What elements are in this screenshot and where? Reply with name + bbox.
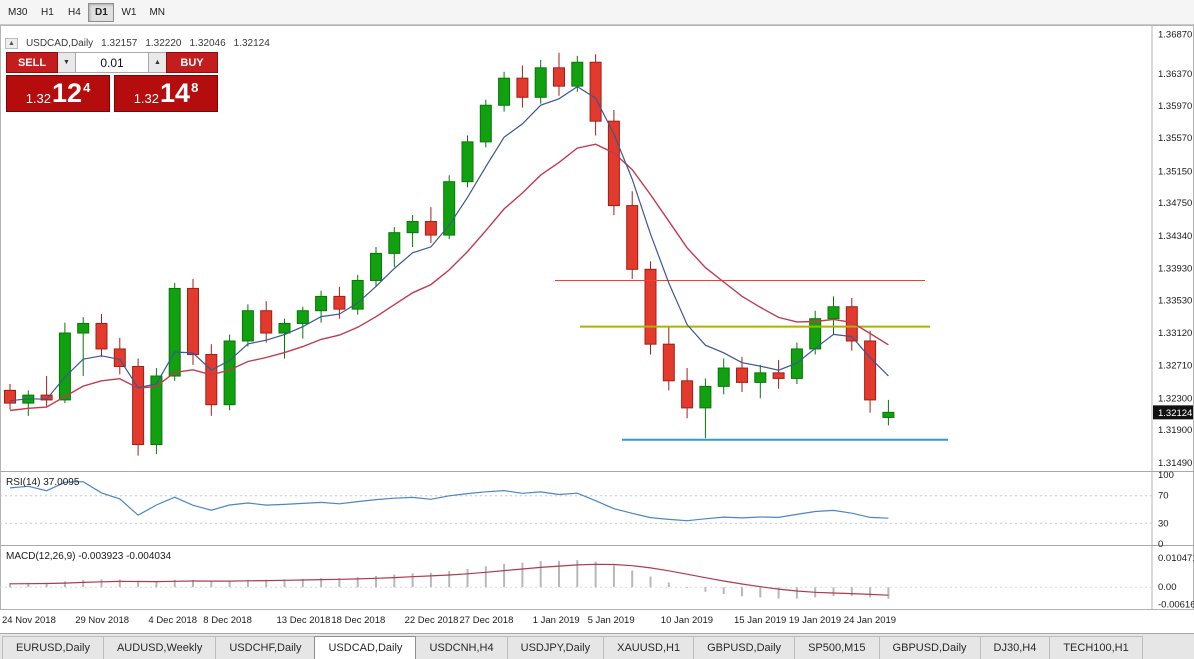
timeframe-h1[interactable]: H1 — [34, 2, 61, 22]
svg-text:0.00: 0.00 — [1158, 582, 1177, 593]
tab-xauusd-h1[interactable]: XAUUSD,H1 — [603, 636, 695, 659]
timeframe-w1[interactable]: W1 — [115, 2, 143, 22]
ask-pip-digit: 8 — [191, 80, 199, 95]
tab-sp500-m15[interactable]: SP500,M15 — [794, 636, 880, 659]
lot-size-input[interactable]: 0.01 — [75, 52, 149, 73]
ask-big-digits: 14 — [160, 78, 191, 108]
svg-text:22 Dec 2018: 22 Dec 2018 — [405, 615, 459, 626]
svg-text:27 Dec 2018: 27 Dec 2018 — [460, 615, 514, 626]
svg-text:0.010471: 0.010471 — [1158, 553, 1194, 564]
svg-text:1.32300: 1.32300 — [1158, 393, 1192, 404]
svg-text:1.35150: 1.35150 — [1158, 166, 1192, 177]
ask-prefix: 1.32 — [133, 90, 160, 106]
svg-text:10 Jan 2019: 10 Jan 2019 — [661, 615, 713, 626]
bid-pip-digit: 4 — [83, 80, 91, 95]
tab-usdcad-daily[interactable]: USDCAD,Daily — [314, 636, 417, 659]
svg-text:4 Dec 2018: 4 Dec 2018 — [148, 615, 197, 626]
svg-text:-0.00616: -0.00616 — [1158, 599, 1194, 610]
svg-text:1.31900: 1.31900 — [1158, 425, 1192, 436]
tab-dj30-h4[interactable]: DJ30,H4 — [979, 636, 1051, 659]
svg-text:1.36370: 1.36370 — [1158, 69, 1192, 80]
chart-area: 1.36870 1.36370 1.35970 1.35570 1.35150 1.347… — [0, 25, 1194, 633]
tab-eurusd-daily[interactable]: EURUSD,Daily — [2, 636, 104, 659]
collapse-panel-icon[interactable]: ▲ — [5, 38, 18, 49]
tab-audusd-weekly[interactable]: AUDUSD,Weekly — [102, 636, 217, 659]
svg-text:1.36870: 1.36870 — [1158, 29, 1192, 40]
svg-text:29 Nov 2018: 29 Nov 2018 — [75, 615, 129, 626]
one-click-trading-widget: SELL ▼ 0.01 ▲ BUY 1.32 12 4 1.32 14 8 — [6, 52, 218, 112]
lot-increase-icon[interactable]: ▲ — [149, 52, 166, 73]
svg-text:1.35570: 1.35570 — [1158, 133, 1192, 144]
svg-text:MACD(12,26,9) -0.003923 -0.004: MACD(12,26,9) -0.003923 -0.004034 — [6, 551, 172, 562]
svg-text:100: 100 — [1158, 470, 1174, 481]
timeframe-d1[interactable]: D1 — [88, 2, 115, 22]
buy-price-display[interactable]: 1.32 14 8 — [114, 75, 218, 112]
svg-text:24 Jan 2019: 24 Jan 2019 — [844, 615, 896, 626]
svg-text:19 Jan 2019: 19 Jan 2019 — [789, 615, 841, 626]
svg-text:30: 30 — [1158, 518, 1169, 529]
tab-usdjpy-daily[interactable]: USDJPY,Daily — [506, 636, 605, 659]
sell-price-display[interactable]: 1.32 12 4 — [6, 75, 110, 112]
buy-button[interactable]: BUY — [166, 52, 218, 73]
tab-usdcnh-h4[interactable]: USDCNH,H4 — [415, 636, 508, 659]
tab-tech100-h1[interactable]: TECH100,H1 — [1049, 636, 1143, 659]
tab-gbpusd-daily[interactable]: GBPUSD,Daily — [878, 636, 981, 659]
svg-text:1.31490: 1.31490 — [1158, 458, 1192, 469]
svg-text:1.34750: 1.34750 — [1158, 198, 1192, 209]
svg-text:18 Dec 2018: 18 Dec 2018 — [331, 615, 385, 626]
bid-prefix: 1.32 — [25, 90, 52, 106]
timeframe-m30[interactable]: M30 — [2, 2, 34, 22]
svg-text:1 Jan 2019: 1 Jan 2019 — [533, 615, 580, 626]
svg-text:24 Nov 2018: 24 Nov 2018 — [2, 615, 56, 626]
svg-text:15 Jan 2019: 15 Jan 2019 — [734, 615, 786, 626]
svg-text:1.34340: 1.34340 — [1158, 231, 1192, 242]
timeframe-bar: M30 H1 H4 D1 W1 MN — [2, 2, 172, 22]
svg-text:13 Dec 2018: 13 Dec 2018 — [277, 615, 331, 626]
svg-text:5 Jan 2019: 5 Jan 2019 — [588, 615, 635, 626]
tab-usdchf-daily[interactable]: USDCHF,Daily — [215, 636, 316, 659]
svg-text:1.33930: 1.33930 — [1158, 264, 1192, 275]
svg-text:70: 70 — [1158, 491, 1169, 502]
svg-text:8 Dec 2018: 8 Dec 2018 — [203, 615, 252, 626]
svg-text:0: 0 — [1158, 539, 1163, 550]
svg-text:1.32710: 1.32710 — [1158, 361, 1192, 372]
timeframe-mn[interactable]: MN — [143, 2, 172, 22]
svg-text:1.32124: 1.32124 — [1158, 408, 1192, 419]
timeframe-h4[interactable]: H4 — [61, 2, 88, 22]
svg-text:1.35970: 1.35970 — [1158, 101, 1192, 112]
tab-gbpusd-daily[interactable]: GBPUSD,Daily — [693, 636, 796, 659]
lot-decrease-icon[interactable]: ▼ — [58, 52, 75, 73]
timeframe-toolbar: M30 H1 H4 D1 W1 MN — [0, 0, 1194, 25]
svg-text:RSI(14) 37.0095: RSI(14) 37.0095 — [6, 477, 80, 488]
price-chart[interactable]: 1.36870 1.36370 1.35970 1.35570 1.35150 1.347… — [0, 25, 1194, 633]
svg-text:1.33530: 1.33530 — [1158, 295, 1192, 306]
sell-button[interactable]: SELL — [6, 52, 58, 73]
svg-text:1.33120: 1.33120 — [1158, 328, 1192, 339]
symbol-tabbar: EURUSD,Daily AUDUSD,Weekly USDCHF,Daily USD… — [0, 633, 1194, 659]
bid-big-digits: 12 — [52, 78, 83, 108]
